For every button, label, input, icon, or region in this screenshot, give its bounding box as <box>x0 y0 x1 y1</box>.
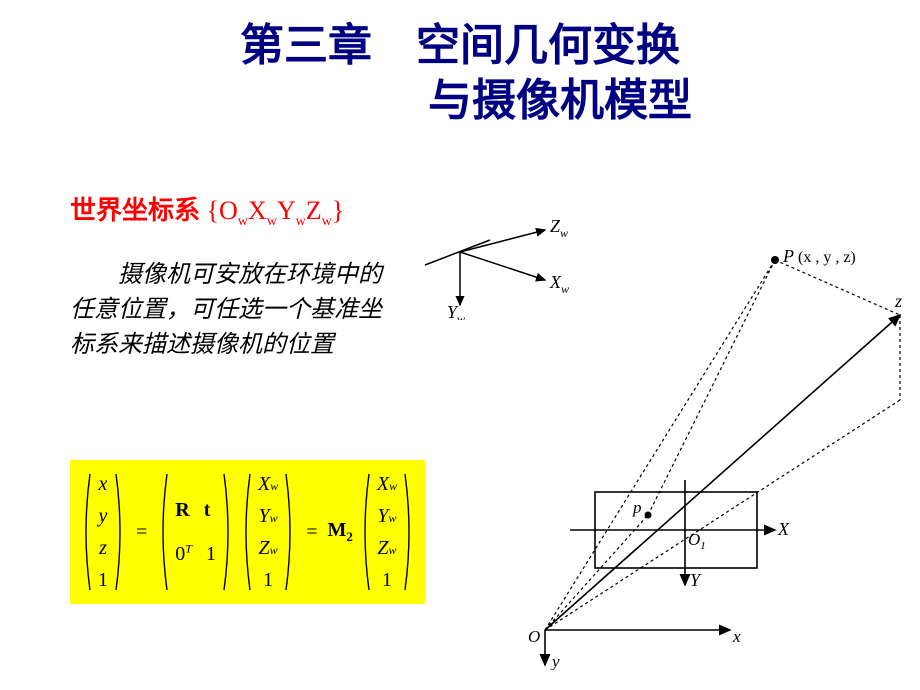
svg-text:X: X <box>777 519 790 539</box>
body-paragraph: 摄像机可安放在环境中的任意位置，可任选一个基准坐标系来描述摄像机的位置 <box>70 258 400 362</box>
svg-text:y: y <box>550 652 560 670</box>
svg-text:P: P <box>782 246 794 266</box>
world-symbol: {OwXwYwZw} <box>207 196 345 225</box>
paren-mat: R t 0T 1 <box>157 472 234 592</box>
svg-text:O: O <box>528 627 540 646</box>
svg-text:Yw: Yw <box>447 302 465 320</box>
M2-symbol: M2 <box>327 519 352 545</box>
svg-text:p: p <box>632 498 642 517</box>
title-line2: 与摄像机模型 <box>0 73 920 128</box>
title-line1: 第三章 空间几何变换 <box>240 21 680 70</box>
svg-text:x: x <box>732 627 741 646</box>
chapter-title: 第三章 空间几何变换 与摄像机模型 <box>0 0 920 128</box>
world-label-text: 世界坐标系 <box>70 196 200 225</box>
paren-left-1: x y z 1 <box>80 468 126 596</box>
svg-text:Y: Y <box>690 570 702 590</box>
world-coord-label: 世界坐标系 {OwXwYwZw} <box>70 190 344 230</box>
svg-text:z: z <box>894 291 902 311</box>
svg-text:Zw: Zw <box>550 216 568 240</box>
paren-vecw1: Xw Yw Zw 1 <box>240 468 296 596</box>
camera-projection-diagram: P (x , y , z) z p O1 X Y x y O <box>500 240 910 670</box>
paren-vecw2: Xw Yw Zw 1 <box>359 468 415 596</box>
svg-text:(x , y , z): (x , y , z) <box>798 249 856 266</box>
svg-text:O1: O1 <box>688 530 706 552</box>
transformation-equation: x y z 1 = R t 0T 1 Xw Yw Zw 1 <box>70 460 425 604</box>
